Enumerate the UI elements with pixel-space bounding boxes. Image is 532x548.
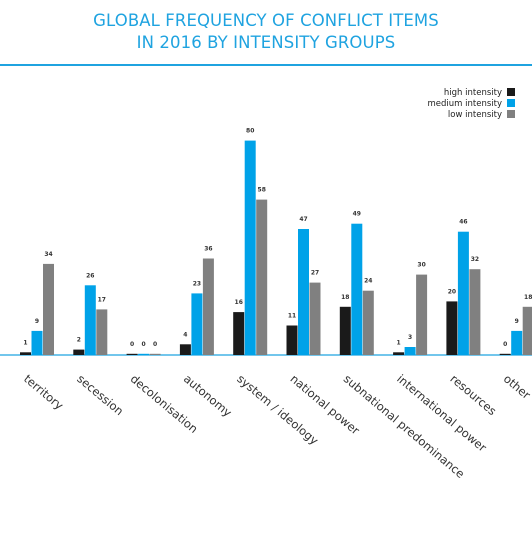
category-label-7: international power <box>394 372 489 455</box>
legend-label-high-intensity: high intensity <box>444 88 502 98</box>
value-label-medium-intensity-1: 26 <box>86 272 94 279</box>
category-label-8: resources <box>447 372 499 419</box>
bar-high-intensity-7 <box>393 352 405 355</box>
value-label-medium-intensity-8: 46 <box>459 219 467 226</box>
value-label-high-intensity-9: 0 <box>503 341 507 348</box>
bar-group <box>0 140 532 356</box>
legend-swatch-high-intensity <box>507 88 515 96</box>
bar-low-intensity-2 <box>149 353 161 355</box>
value-label-low-intensity-8: 32 <box>471 256 479 263</box>
bar-low-intensity-4 <box>256 199 268 355</box>
value-label-medium-intensity-9: 9 <box>515 318 519 325</box>
bar-high-intensity-2 <box>126 353 138 355</box>
legend-label-low-intensity: low intensity <box>448 110 502 120</box>
bar-medium-intensity-6 <box>351 223 363 355</box>
bar-low-intensity-7 <box>416 274 428 355</box>
value-label-low-intensity-1: 17 <box>98 296 106 303</box>
chart-title-line-2: IN 2016 BY INTENSITY GROUPS <box>136 33 396 52</box>
value-label-high-intensity-8: 20 <box>448 288 456 295</box>
bar-high-intensity-1 <box>73 349 85 355</box>
value-label-low-intensity-5: 27 <box>311 270 319 277</box>
legend-swatch-low-intensity <box>507 110 515 118</box>
value-label-high-intensity-5: 11 <box>288 313 296 320</box>
bar-high-intensity-0 <box>20 352 31 355</box>
value-label-high-intensity-2: 0 <box>130 341 134 348</box>
chart-title-line-1: GLOBAL FREQUENCY OF CONFLICT ITEMS <box>93 11 439 30</box>
bar-high-intensity-6 <box>339 306 351 355</box>
bar-low-intensity-5 <box>309 282 321 355</box>
value-label-medium-intensity-3: 23 <box>193 280 201 287</box>
value-label-low-intensity-0: 34 <box>44 251 52 258</box>
value-label-medium-intensity-7: 3 <box>408 334 412 341</box>
bar-low-intensity-9 <box>522 306 532 355</box>
bar-high-intensity-9 <box>499 353 511 355</box>
value-label-high-intensity-7: 1 <box>397 339 401 346</box>
bar-medium-intensity-8 <box>457 231 469 355</box>
bar-low-intensity-6 <box>362 290 374 355</box>
chart-title: GLOBAL FREQUENCY OF CONFLICT ITEMS IN 20… <box>0 10 532 54</box>
value-label-high-intensity-3: 4 <box>183 331 187 338</box>
value-label-low-intensity-9: 18 <box>524 294 532 301</box>
legend-label-medium-intensity: medium intensity <box>428 99 503 109</box>
value-label-medium-intensity-4: 80 <box>246 128 254 135</box>
bar-high-intensity-8 <box>446 301 458 355</box>
category-label-9: other <box>501 372 532 403</box>
category-label-0: territory <box>21 372 66 413</box>
bar-high-intensity-3 <box>179 344 191 355</box>
legend-swatch-medium-intensity <box>507 99 515 107</box>
value-label-low-intensity-3: 36 <box>204 246 212 253</box>
value-label-high-intensity-1: 2 <box>77 337 81 344</box>
value-label-low-intensity-2: 0 <box>153 341 157 348</box>
value-label-medium-intensity-2: 0 <box>142 341 146 348</box>
value-label-high-intensity-6: 18 <box>341 294 349 301</box>
bar-medium-intensity-4 <box>244 140 256 355</box>
value-label-low-intensity-6: 24 <box>364 278 372 285</box>
bar-medium-intensity-7 <box>404 347 416 355</box>
bar-medium-intensity-9 <box>511 330 523 355</box>
category-labels: territory secession decolonisationautonomy… <box>21 372 532 481</box>
value-label-medium-intensity-0: 9 <box>35 318 39 325</box>
value-label-medium-intensity-5: 47 <box>299 216 307 223</box>
bar-medium-intensity-3 <box>191 293 203 355</box>
bar-medium-intensity-1 <box>84 285 96 355</box>
bar-low-intensity-8 <box>469 269 481 355</box>
value-label-low-intensity-4: 58 <box>258 187 266 194</box>
bar-medium-intensity-2 <box>138 353 150 355</box>
value-label-medium-intensity-6: 49 <box>353 211 361 218</box>
bar-high-intensity-5 <box>286 325 298 355</box>
value-label-high-intensity-4: 16 <box>235 299 243 306</box>
bar-high-intensity-4 <box>233 312 245 355</box>
bar-low-intensity-0 <box>43 263 54 355</box>
value-label-low-intensity-7: 30 <box>417 262 425 269</box>
category-label-1: secession <box>74 372 126 419</box>
title-divider <box>0 64 532 66</box>
bar-medium-intensity-0 <box>31 330 43 355</box>
bar-low-intensity-3 <box>202 258 214 355</box>
category-label-3: autonomy <box>181 372 235 420</box>
bar-low-intensity-1 <box>96 309 108 355</box>
value-label-high-intensity-0: 1 <box>23 339 27 346</box>
bar-medium-intensity-5 <box>298 229 309 355</box>
